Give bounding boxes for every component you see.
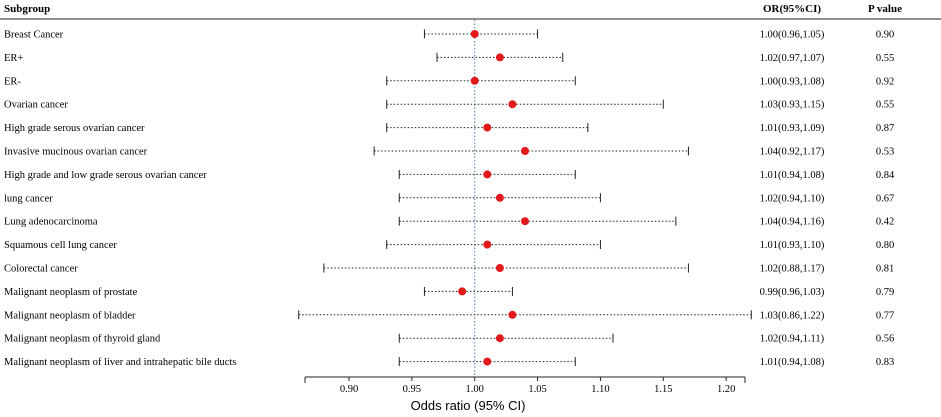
row-p-value: 0.77 — [876, 310, 894, 321]
row-p-value: 0.83 — [876, 357, 894, 368]
row-p-value: 0.53 — [876, 147, 894, 158]
x-tick-label: 0.95 — [403, 384, 421, 395]
row-subgroup-label: Malignant neoplasm of thyroid gland — [4, 334, 161, 345]
table-row: Malignant neoplasm of prostate 0.99(0.96,… — [4, 286, 894, 298]
row-p-value: 0.80 — [876, 240, 894, 251]
row-p-value: 0.84 — [876, 170, 895, 181]
table-row: Malignant neoplasm of liver and intrahep… — [4, 357, 894, 368]
table-row: Breast Cancer 1.00(0.96,1.05) 0.90 — [4, 29, 894, 41]
point-estimate — [495, 264, 504, 272]
point-estimate — [483, 357, 492, 366]
row-subgroup-label: Ovarian cancer — [4, 100, 68, 111]
row-or-ci: 1.02(0.94,1.10) — [760, 193, 825, 204]
point-estimate — [470, 30, 479, 38]
table-row: ER- 1.00(0.93,1.08) 0.92 — [4, 76, 894, 87]
row-p-value: 0.67 — [876, 193, 894, 204]
point-estimate — [483, 170, 492, 179]
table-row: High grade serous ovarian cancer 1.01(0.9… — [4, 123, 894, 134]
row-p-value: 0.81 — [876, 264, 894, 275]
row-or-ci: 1.01(0.93,1.10) — [760, 240, 825, 251]
x-tick-label: 1.00 — [466, 384, 484, 395]
point-estimate — [508, 100, 517, 109]
point-estimate — [495, 334, 504, 343]
row-or-ci: 0.99(0.96,1.03) — [760, 287, 825, 298]
row-subgroup-label: High grade serous ovarian cancer — [4, 123, 145, 134]
point-estimate — [483, 240, 492, 249]
row-subgroup-label: Breast Cancer — [4, 30, 64, 41]
point-estimate — [483, 123, 492, 132]
row-or-ci: 1.01(0.94,1.08) — [760, 357, 825, 368]
row-or-ci: 1.04(0.94,1.16) — [760, 217, 825, 228]
header-subgroup: Subgroup — [4, 3, 50, 15]
table-row: Colorectal cancer 1.02(0.88,1.17) 0.81 — [4, 263, 894, 275]
x-tick-label: 1.15 — [654, 384, 672, 395]
row-subgroup-label: ER- — [4, 76, 21, 87]
row-p-value: 0.90 — [876, 30, 894, 41]
row-subgroup-label: High grade and low grade serous ovarian … — [4, 170, 207, 181]
row-p-value: 0.55 — [876, 53, 894, 64]
table-row: High grade and low grade serous ovarian … — [4, 169, 895, 181]
row-or-ci: 1.04(0.92,1.17) — [760, 147, 825, 158]
table-row: Invasive mucinous ovarian cancer 1.04(0.9… — [4, 146, 894, 158]
table-row: Ovarian cancer 1.03(0.93,1.15) 0.55 — [4, 99, 894, 111]
header-p-value: P value — [868, 3, 902, 15]
row-p-value: 0.42 — [876, 217, 894, 228]
row-p-value: 0.79 — [876, 287, 894, 298]
row-p-value: 0.55 — [876, 100, 894, 111]
point-estimate — [495, 193, 504, 202]
x-tick-label: 0.90 — [340, 384, 358, 395]
row-p-value: 0.87 — [876, 123, 894, 134]
row-or-ci: 1.01(0.94,1.08) — [760, 170, 825, 181]
table-row: Malignant neoplasm of thyroid gland 1.02(… — [4, 333, 894, 345]
row-or-ci: 1.03(0.93,1.15) — [760, 100, 825, 111]
row-p-value: 0.56 — [876, 334, 894, 345]
row-or-ci: 1.02(0.97,1.07) — [760, 53, 825, 64]
row-subgroup-label: Squamous cell lung cancer — [4, 240, 117, 251]
point-estimate — [470, 76, 479, 85]
point-estimate — [495, 53, 504, 62]
x-tick-label: 1.05 — [528, 384, 546, 395]
table-row: Squamous cell lung cancer 1.01(0.93,1.10)… — [4, 240, 894, 251]
table-row: Lung adenocarcinoma 1.04(0.94,1.16) 0.42 — [4, 216, 894, 228]
row-or-ci: 1.02(0.88,1.17) — [760, 264, 825, 275]
table-row: ER+ 1.02(0.97,1.07) 0.55 — [4, 52, 894, 64]
x-tick-label: 1.20 — [717, 384, 735, 395]
point-estimate — [521, 147, 529, 155]
row-or-ci: 1.03(0.86,1.22) — [760, 310, 825, 321]
forest-rows: Breast Cancer 1.00(0.96,1.05) 0.90 ER+ 1.02(… — [4, 20, 895, 377]
x-axis-label: Odds ratio (95% CI) — [411, 398, 526, 413]
row-subgroup-label: ER+ — [4, 53, 23, 64]
row-subgroup-label: Malignant neoplasm of liver and intrahep… — [4, 357, 236, 368]
x-tick-label: 1.10 — [591, 384, 609, 395]
table-row: Malignant neoplasm of bladder 1.03(0.86,1… — [4, 310, 894, 321]
row-or-ci: 1.01(0.93,1.09) — [760, 123, 825, 134]
row-or-ci: 1.00(0.96,1.05) — [760, 30, 825, 41]
point-estimate — [458, 287, 467, 296]
header-or-ci: OR(95%CI) — [763, 3, 821, 15]
row-p-value: 0.92 — [876, 76, 894, 87]
row-subgroup-label: Lung adenocarcinoma — [4, 217, 98, 228]
row-or-ci: 1.02(0.94,1.11) — [760, 334, 825, 345]
point-estimate — [521, 217, 529, 226]
row-subgroup-label: lung cancer — [4, 193, 53, 204]
row-subgroup-label: Invasive mucinous ovarian cancer — [4, 147, 148, 158]
table-row: lung cancer 1.02(0.94,1.10) 0.67 — [4, 193, 894, 204]
row-or-ci: 1.00(0.93,1.08) — [760, 76, 825, 87]
row-subgroup-label: Malignant neoplasm of prostate — [4, 287, 138, 298]
row-subgroup-label: Colorectal cancer — [4, 264, 78, 275]
x-axis: 0.90 0.95 1.00 1.05 1.10 1.15 1.20 — [304, 376, 746, 395]
point-estimate — [508, 310, 517, 319]
table-header: Subgroup OR(95%CI) P value — [4, 3, 902, 15]
row-subgroup-label: Malignant neoplasm of bladder — [4, 310, 136, 321]
